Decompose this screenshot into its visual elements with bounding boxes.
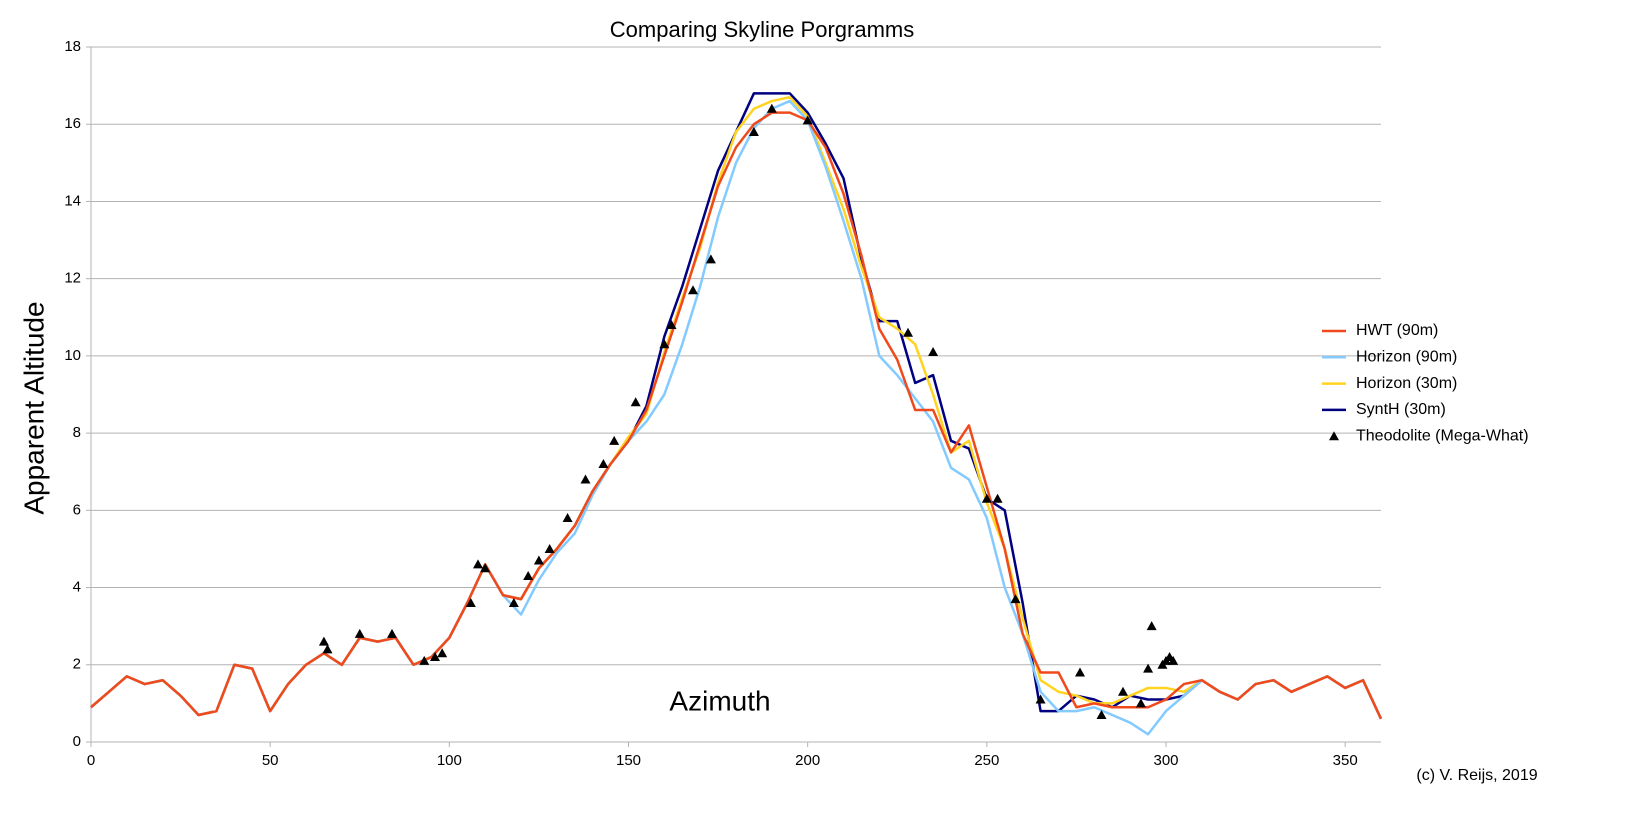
- scatter-point: [318, 636, 329, 646]
- scatter-point: [609, 435, 620, 445]
- scatter-point: [992, 493, 1003, 503]
- scatter-point: [1168, 655, 1179, 665]
- scatter-point: [1075, 667, 1085, 677]
- y-tick-label: 4: [73, 579, 81, 596]
- scatter-point: [322, 644, 333, 654]
- credit: (c) V. Reijs, 2019: [1416, 767, 1537, 784]
- legend-label: HWT (90m): [1356, 322, 1438, 339]
- y-tick-label: 10: [64, 347, 81, 364]
- series-line: [90, 92, 1383, 720]
- scatter-point: [1146, 621, 1157, 631]
- x-tick-label: 300: [1153, 752, 1178, 769]
- scatter-point: [766, 103, 777, 113]
- legend-label: Horizon (30m): [1356, 375, 1457, 392]
- series-line: [90, 95, 1383, 720]
- y-tick-label: 18: [64, 38, 81, 55]
- x-tick-label: 250: [974, 752, 999, 769]
- legend-label: Horizon (90m): [1356, 349, 1457, 366]
- legend-label: Theodolite (Mega-What): [1356, 427, 1529, 444]
- x-axis-label: Azimuth: [669, 685, 770, 716]
- scatter-point: [419, 655, 430, 665]
- legend-label: SyntH (30m): [1356, 401, 1446, 418]
- series-line: [90, 99, 1383, 736]
- x-tick-label: 350: [1333, 752, 1358, 769]
- scatter-point: [1096, 709, 1107, 719]
- scatter-point: [473, 559, 483, 569]
- scatter-point: [508, 598, 519, 607]
- scatter-point: [748, 126, 759, 136]
- y-tick-label: 14: [64, 192, 81, 209]
- scatter-point: [903, 327, 913, 337]
- y-tick-label: 0: [73, 733, 81, 750]
- scatter-point: [580, 474, 591, 484]
- scatter-point: [1010, 594, 1021, 604]
- scatter-point: [802, 115, 813, 125]
- scatter-point: [598, 459, 609, 468]
- x-tick-label: 0: [87, 752, 95, 769]
- scatter-point: [1118, 686, 1128, 696]
- y-tick-label: 8: [73, 424, 81, 441]
- scatter-point: [387, 628, 397, 638]
- scatter-point: [562, 513, 573, 523]
- x-tick-label: 200: [795, 752, 820, 769]
- y-tick-label: 2: [73, 656, 81, 673]
- series-line: [90, 111, 1383, 720]
- scatter-point: [981, 493, 992, 503]
- scatter-point: [928, 347, 939, 357]
- scatter-point: [480, 563, 491, 573]
- scatter-point: [666, 320, 677, 329]
- y-tick-label: 12: [64, 270, 81, 287]
- scatter-point: [1143, 663, 1154, 673]
- x-tick-label: 50: [262, 752, 279, 769]
- scatter-point: [465, 598, 476, 607]
- scatter-point: [523, 570, 534, 580]
- scatter-point: [630, 397, 641, 407]
- scatter-point: [354, 628, 365, 638]
- y-tick-label: 16: [64, 115, 81, 132]
- x-tick-label: 100: [437, 752, 462, 769]
- scatter-point: [430, 652, 440, 662]
- scatter-point: [659, 339, 670, 349]
- scatter-point: [437, 648, 448, 658]
- scatter-point: [1035, 694, 1046, 704]
- legend-swatch: [1329, 431, 1339, 441]
- y-axis-label: Apparent Altitude: [18, 301, 49, 514]
- scatter-point: [1135, 698, 1146, 708]
- scatter-point: [544, 543, 555, 553]
- scatter-point: [533, 555, 544, 565]
- chart-title: Comparing Skyline Porgramms: [610, 17, 914, 42]
- y-tick-label: 6: [73, 501, 81, 518]
- scatter-point: [688, 285, 698, 295]
- scatter-point: [705, 254, 716, 264]
- x-tick-label: 150: [616, 752, 641, 769]
